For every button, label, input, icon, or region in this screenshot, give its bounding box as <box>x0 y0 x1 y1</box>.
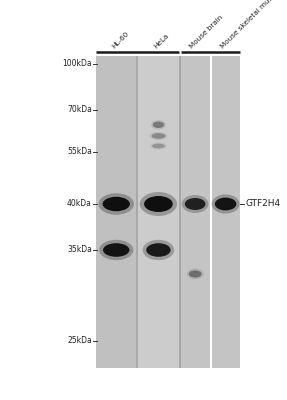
Bar <box>179 56 181 368</box>
Ellipse shape <box>151 120 166 130</box>
Ellipse shape <box>150 132 167 140</box>
Ellipse shape <box>144 196 173 212</box>
Bar <box>96 56 136 368</box>
Bar <box>136 56 138 368</box>
Ellipse shape <box>140 192 177 216</box>
Text: 35kDa: 35kDa <box>67 246 92 254</box>
Text: HL-60: HL-60 <box>110 31 130 50</box>
Text: GTF2H4: GTF2H4 <box>245 200 280 208</box>
Text: 25kDa: 25kDa <box>67 336 92 345</box>
Ellipse shape <box>103 197 130 211</box>
Text: HeLa: HeLa <box>153 33 170 50</box>
Ellipse shape <box>152 144 165 148</box>
Ellipse shape <box>152 133 165 139</box>
Text: 100kDa: 100kDa <box>62 60 92 68</box>
Ellipse shape <box>185 198 205 210</box>
Text: 40kDa: 40kDa <box>67 200 92 208</box>
Ellipse shape <box>187 269 203 279</box>
Ellipse shape <box>99 240 133 260</box>
Ellipse shape <box>212 194 240 214</box>
Ellipse shape <box>150 142 167 150</box>
Bar <box>212 56 240 368</box>
Ellipse shape <box>215 198 236 210</box>
Text: Mouse brain: Mouse brain <box>189 14 224 50</box>
Ellipse shape <box>146 243 170 257</box>
Ellipse shape <box>153 122 164 128</box>
Text: Mouse skeletal muscle: Mouse skeletal muscle <box>220 0 282 50</box>
Text: 70kDa: 70kDa <box>67 106 92 114</box>
Ellipse shape <box>182 195 209 213</box>
Ellipse shape <box>98 193 134 215</box>
Ellipse shape <box>103 243 129 257</box>
Ellipse shape <box>189 270 201 278</box>
Bar <box>181 56 210 368</box>
Ellipse shape <box>143 240 174 260</box>
Text: 55kDa: 55kDa <box>67 148 92 156</box>
Bar <box>138 56 179 368</box>
